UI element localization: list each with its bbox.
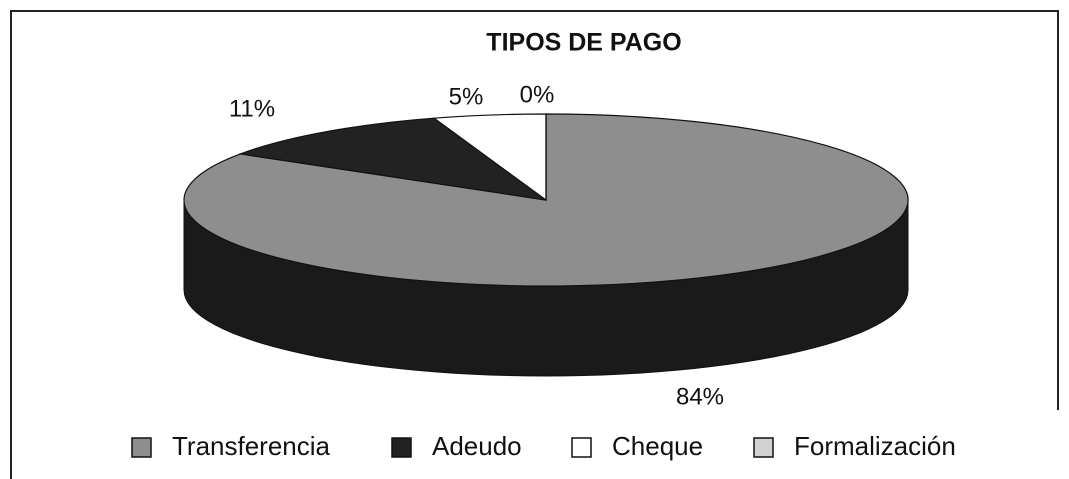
- legend-label: Cheque: [612, 431, 703, 461]
- data-label: 5%: [449, 83, 484, 110]
- data-label: 11%: [229, 95, 275, 122]
- legend-swatch: [753, 437, 774, 458]
- legend-swatch: [131, 437, 152, 458]
- legend-swatch: [571, 437, 592, 458]
- frame: [10, 10, 1059, 479]
- legend-label: Formalización: [794, 431, 956, 461]
- data-label: 0%: [520, 81, 555, 108]
- legend-label: Transferencia: [172, 431, 331, 461]
- chart-title: TIPOS DE PAGO: [486, 29, 681, 57]
- legend-swatch: [391, 437, 412, 458]
- legend-label: Adeudo: [432, 431, 522, 461]
- data-label: 84%: [676, 383, 724, 410]
- pie-slice: [237, 117, 547, 201]
